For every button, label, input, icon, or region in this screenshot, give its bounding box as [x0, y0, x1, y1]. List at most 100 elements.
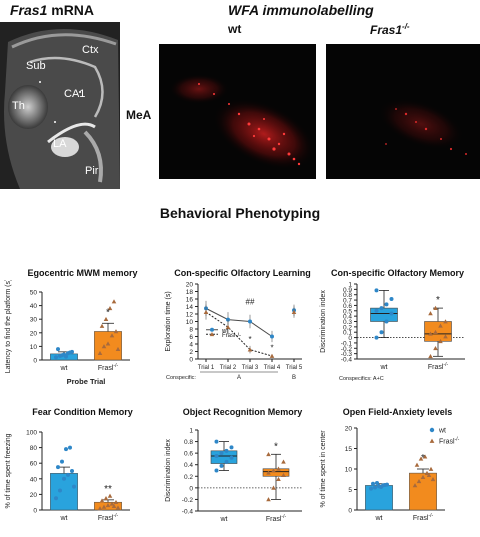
- y-tick-label: 60: [30, 461, 38, 468]
- label-sub: Sub: [26, 60, 46, 72]
- significance-mark: *: [421, 453, 425, 464]
- label-ctx: Ctx: [82, 44, 99, 56]
- y-tick-label: 10: [345, 467, 353, 474]
- label-ca1: CA1: [64, 88, 85, 100]
- data-point: [60, 353, 64, 358]
- chart-title-olf-memory: Con-specific Olfactory Memory: [330, 268, 465, 278]
- data-point: [266, 497, 271, 502]
- data-point: [428, 466, 434, 471]
- y-tick-label: 12: [186, 312, 194, 319]
- x-group-label: B: [292, 375, 296, 381]
- data-point: [103, 316, 109, 322]
- y-tick-label: 0.4: [184, 462, 193, 469]
- panel-b-title: WFA immunolabelling: [228, 2, 374, 18]
- data-point: [414, 462, 420, 467]
- x-axis-label: Probe Trial: [67, 377, 106, 386]
- x-group-label: A: [237, 375, 241, 381]
- data-point: [105, 503, 111, 508]
- box-0: [370, 307, 398, 322]
- y-tick-label: 10: [186, 319, 194, 326]
- y-tick-label: 40: [30, 303, 38, 310]
- data-point: [115, 505, 121, 510]
- data-point: [269, 353, 275, 358]
- series-line-1: [205, 311, 273, 357]
- data-point: [62, 476, 66, 481]
- data-point: [54, 355, 58, 360]
- data-point: [438, 339, 443, 344]
- data-point: [426, 472, 432, 477]
- data-point: [64, 354, 68, 359]
- y-tick-label: 0.4: [343, 314, 352, 321]
- y-tick-label: 8: [189, 327, 193, 334]
- data-point: [72, 484, 76, 489]
- box-1: [262, 468, 290, 477]
- x-category-label: Frasl-/-: [98, 363, 119, 372]
- data-point: [428, 311, 433, 316]
- x-tick-label: Trial 1: [198, 365, 215, 371]
- data-point: [271, 485, 276, 490]
- column-label-ko-sup: -/-: [402, 22, 410, 31]
- x-category-label: Frasl-/-: [428, 362, 449, 371]
- y-tick-label: 0.8: [343, 292, 352, 299]
- data-point: [224, 459, 229, 464]
- panel-a-title-suffix: mRNA: [47, 2, 95, 18]
- data-point: [443, 319, 448, 324]
- data-point: [64, 447, 68, 452]
- box-0: [210, 450, 238, 464]
- data-point: [229, 445, 234, 450]
- chart-olf-memory: -0.4-0.3-0.2-0.100.10.20.30.40.50.60.70.…: [320, 282, 465, 382]
- column-label-ko-gene: Fras1: [370, 23, 403, 37]
- data-point: [373, 485, 377, 490]
- legend-label-0: wt: [221, 328, 228, 334]
- label-th: Th: [12, 100, 25, 112]
- y-axis-label: % of time spent in center: [320, 430, 327, 508]
- data-point: [418, 456, 424, 461]
- y-tick-label: 100: [26, 430, 37, 437]
- y-tick-label: 0.2: [184, 474, 193, 481]
- chart-title-object: Object Recognition Memory: [182, 407, 303, 417]
- data-point: [424, 470, 430, 475]
- data-point: [266, 452, 271, 457]
- data-point: [428, 331, 433, 336]
- y-tick-label: 20: [30, 330, 38, 337]
- panel-a-title: Fras1 mRNA: [10, 2, 94, 18]
- data-point: [374, 335, 379, 340]
- data-point: [219, 463, 224, 468]
- y-tick-label: 18: [186, 289, 194, 296]
- chart-mwm: 0 10 20 30 40 50 Latency to find the platform …: [5, 280, 130, 386]
- y-tick-label: 50: [30, 290, 38, 297]
- data-point: [97, 506, 103, 511]
- y-tick-label: 0.6: [343, 303, 352, 310]
- brain-section-drawing: Ctx Sub CA1 Th LA Pir: [4, 28, 120, 189]
- micrograph-ko-stain: [378, 98, 467, 155]
- data-point: [374, 288, 379, 293]
- data-point: [271, 468, 276, 473]
- chart-title-mwm: Egocentric MWM memory: [27, 268, 138, 278]
- box-1: [424, 321, 452, 342]
- y-tick-label: 16: [186, 297, 194, 304]
- significance-mark: *: [436, 295, 440, 306]
- data-point: [203, 309, 209, 314]
- x-category-label: wt: [60, 515, 68, 522]
- legend-label-1: Frasl-/-: [439, 437, 460, 446]
- data-point: [412, 483, 418, 488]
- y-tick-label: 0: [189, 357, 193, 364]
- y-tick-label: 15: [345, 446, 353, 453]
- chart-openfield: 0 5 10 15 20 % of time spent in center wt * Fras…: [320, 426, 460, 523]
- legend-label-0: wt: [438, 428, 446, 435]
- data-point: [379, 485, 383, 490]
- data-point: [281, 472, 286, 477]
- chart-title-openfield: Open Field-Anxiety levels: [342, 407, 453, 417]
- y-tick-label: 30: [30, 317, 38, 324]
- data-point: [266, 470, 271, 475]
- data-point: [383, 482, 387, 487]
- chart-object: -0.4 -0.2 0 0.2 0.4 0.6 0.8 1 Discrimination ind…: [165, 428, 302, 523]
- y-tick-label: 2: [189, 349, 193, 356]
- legend-marker-0: [210, 327, 214, 332]
- data-point: [374, 308, 379, 313]
- data-point: [384, 319, 389, 324]
- data-point: [422, 454, 428, 459]
- data-point: [433, 345, 438, 351]
- data-point: [58, 488, 62, 493]
- data-point: [379, 306, 384, 311]
